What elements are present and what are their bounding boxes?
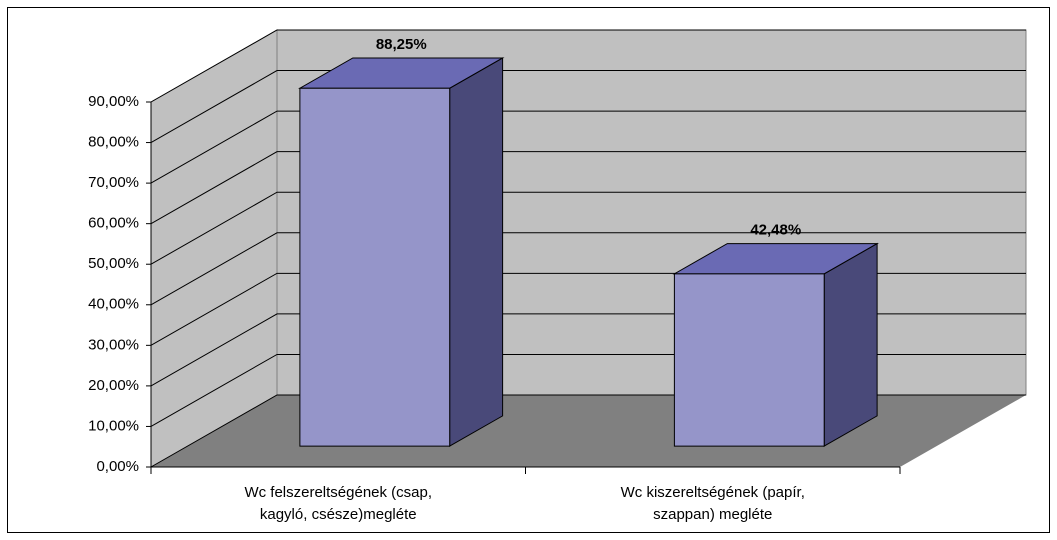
y-tick-label: 60,00% [88,215,139,232]
side-wall [150,29,278,468]
y-tick-label: 20,00% [88,377,139,394]
bar [299,87,451,447]
y-tick-label: 40,00% [88,296,139,313]
bar-side [823,242,878,447]
y-tick-label: 90,00% [88,93,139,110]
grid-line [150,70,1026,143]
floor [151,395,1026,467]
y-tick-label: 50,00% [88,255,139,272]
bar-side [449,57,504,447]
y-tick-label: 0,00% [96,458,139,475]
grid-line [150,191,1026,265]
grid-line [150,110,1026,184]
y-tick-label: 30,00% [88,336,139,353]
x-tick-label: szappan) megléte [653,506,772,523]
y-tick-label: 10,00% [88,417,139,434]
value-label: 88,25% [376,36,427,53]
grid-line [150,232,1026,306]
value-label: 42,48% [750,222,801,239]
y-tick-label: 80,00% [88,134,139,151]
grid-line [150,29,1026,103]
x-tick-label: Wc felszereltségének (csap, [244,484,432,501]
x-tick-label: Wc kiszereltségének (papír, [621,484,805,501]
x-tick-label: kagyló, csésze)megléte [260,506,417,523]
grid-line [150,151,1026,225]
y-tick-label: 70,00% [88,174,139,191]
bar [673,273,825,447]
